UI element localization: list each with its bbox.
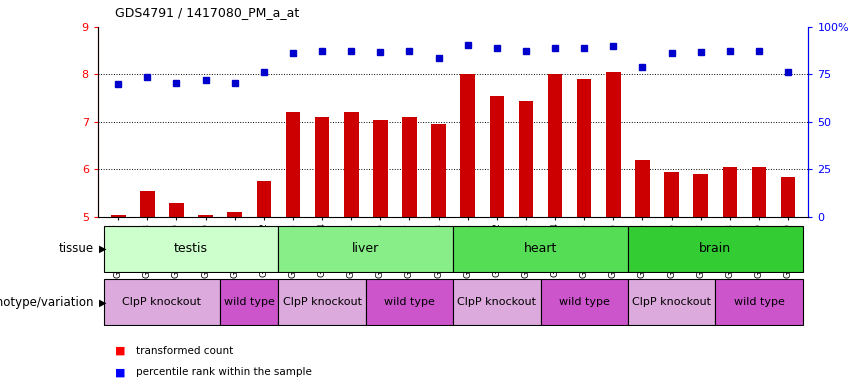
Text: wild type: wild type bbox=[384, 297, 435, 308]
Bar bbox=[751, 167, 766, 217]
FancyBboxPatch shape bbox=[220, 280, 278, 326]
Bar bbox=[665, 172, 679, 217]
Text: ClpP knockout: ClpP knockout bbox=[123, 297, 202, 308]
FancyBboxPatch shape bbox=[104, 280, 220, 326]
Bar bbox=[403, 117, 417, 217]
Bar bbox=[460, 74, 475, 217]
Text: ClpP knockout: ClpP knockout bbox=[457, 297, 536, 308]
Bar bbox=[780, 177, 796, 217]
FancyBboxPatch shape bbox=[366, 280, 453, 326]
Text: wild type: wild type bbox=[559, 297, 609, 308]
Bar bbox=[722, 167, 737, 217]
Bar bbox=[111, 215, 126, 217]
Text: wild type: wild type bbox=[224, 297, 275, 308]
Text: ▶: ▶ bbox=[99, 297, 106, 308]
Bar bbox=[286, 113, 300, 217]
Text: liver: liver bbox=[352, 242, 380, 255]
Text: brain: brain bbox=[700, 242, 731, 255]
Bar bbox=[635, 160, 649, 217]
Bar bbox=[577, 79, 591, 217]
Text: ClpP knockout: ClpP knockout bbox=[632, 297, 711, 308]
Bar bbox=[373, 119, 388, 217]
FancyBboxPatch shape bbox=[715, 280, 802, 326]
Text: tissue: tissue bbox=[59, 242, 94, 255]
Bar bbox=[548, 74, 563, 217]
Text: heart: heart bbox=[524, 242, 557, 255]
FancyBboxPatch shape bbox=[628, 280, 715, 326]
Text: ■: ■ bbox=[115, 367, 125, 377]
Bar bbox=[140, 191, 155, 217]
Text: genotype/variation: genotype/variation bbox=[0, 296, 94, 309]
Text: testis: testis bbox=[174, 242, 208, 255]
Bar bbox=[257, 181, 271, 217]
FancyBboxPatch shape bbox=[453, 280, 540, 326]
Bar bbox=[431, 124, 446, 217]
FancyBboxPatch shape bbox=[278, 280, 366, 326]
Bar bbox=[606, 72, 620, 217]
Bar bbox=[344, 113, 358, 217]
Bar bbox=[227, 212, 242, 217]
Bar bbox=[198, 215, 213, 217]
Text: transformed count: transformed count bbox=[136, 346, 233, 356]
Text: ■: ■ bbox=[115, 346, 125, 356]
Bar bbox=[315, 117, 329, 217]
Bar bbox=[518, 101, 534, 217]
Text: GDS4791 / 1417080_PM_a_at: GDS4791 / 1417080_PM_a_at bbox=[115, 6, 300, 19]
Bar bbox=[694, 174, 708, 217]
Text: percentile rank within the sample: percentile rank within the sample bbox=[136, 367, 312, 377]
Text: ▶: ▶ bbox=[99, 243, 106, 254]
FancyBboxPatch shape bbox=[278, 226, 453, 272]
FancyBboxPatch shape bbox=[628, 226, 802, 272]
Text: ClpP knockout: ClpP knockout bbox=[283, 297, 362, 308]
Text: wild type: wild type bbox=[734, 297, 785, 308]
Bar bbox=[169, 203, 184, 217]
FancyBboxPatch shape bbox=[453, 226, 628, 272]
FancyBboxPatch shape bbox=[104, 226, 278, 272]
FancyBboxPatch shape bbox=[540, 280, 628, 326]
Bar bbox=[489, 96, 504, 217]
